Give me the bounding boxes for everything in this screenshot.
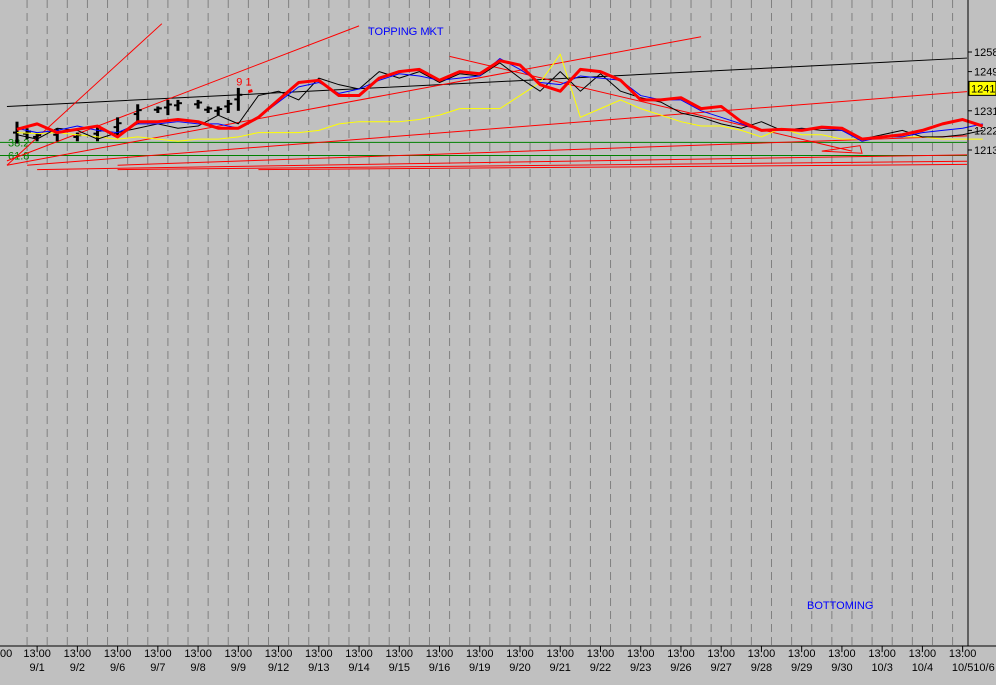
x-tick-date-label: 9/20: [509, 662, 530, 674]
x-tick-date-label: 9/7: [150, 662, 165, 674]
x-tick-time-label: 13:00: [587, 648, 615, 660]
x-tick-date-label: 9/13: [308, 662, 329, 674]
x-tick-date-label: 10/6: [973, 662, 994, 674]
x-tick-time-label: 13:00: [184, 648, 212, 660]
arrowhead-marker: [821, 145, 863, 154]
black-series-line: [16, 62, 983, 140]
red-series-line: [16, 59, 984, 141]
x-tick-date-label: 9/27: [710, 662, 731, 674]
red-trend-line: [117, 135, 968, 166]
x-tick-time-label: 13:00: [23, 648, 51, 660]
x-tick-time-label: 13:00: [426, 648, 454, 660]
y-tick-label: 1231: [974, 106, 996, 118]
x-tick-time-label: 13:00: [909, 648, 937, 660]
x-tick-time-label: 13:00: [748, 648, 776, 660]
x-tick-date-label: 9/1: [29, 662, 44, 674]
red-trend-line: [258, 163, 968, 171]
current-price-label: 1241: [971, 83, 995, 95]
current-price-badge: [968, 80, 996, 96]
x-tick-time-label: 13:00: [104, 648, 132, 660]
x-tick-time-label: 13:00: [707, 648, 735, 660]
x-tick-time-label: 13:00: [667, 648, 695, 660]
x-tick-date-label: 9/9: [231, 662, 246, 674]
red-trend-line: [6, 23, 163, 166]
red-trend-line: [117, 160, 968, 171]
x-tick-time-label: 13:00: [627, 648, 655, 660]
y-tick-label: 1213: [974, 145, 996, 157]
left-partial-label: 00: [0, 648, 12, 660]
red-trend-line: [449, 55, 853, 152]
x-tick-time-label: 13:00: [868, 648, 896, 660]
x-tick-time-label: 13:00: [506, 648, 534, 660]
x-tick-date-label: 9/26: [670, 662, 691, 674]
x-tick-time-label: 13:00: [305, 648, 333, 660]
x-tick-date-label: 9/19: [469, 662, 490, 674]
x-tick-time-label: 13:00: [546, 648, 574, 660]
yellow-series-line: [16, 53, 983, 142]
x-tick-time-label: 13:00: [828, 648, 856, 660]
x-tick-date-label: 9/29: [791, 662, 812, 674]
price-bars: 9 1: [13, 76, 253, 144]
x-tick-time-label: 13:00: [225, 648, 253, 660]
annotations: TOPPING MKT BOTTOMING: [368, 26, 873, 612]
x-tick-date-label: 9/23: [630, 662, 651, 674]
x-tick-time-label: 13:00: [144, 648, 172, 660]
x-tick-date-label: 9/21: [550, 662, 571, 674]
x-tick-date-label: 9/12: [268, 662, 289, 674]
x-tick-date-label: 9/2: [70, 662, 85, 674]
trend-lines: [6, 23, 968, 171]
y-tick-label: 1249: [974, 67, 996, 79]
fibonacci-levels: 38.261.8: [0, 137, 967, 162]
last-tick-marker: [247, 89, 253, 94]
y-tick-label: 1222: [974, 125, 996, 137]
x-tick-time-label: 13:00: [949, 648, 977, 660]
annotation-bottoming: BOTTOMING: [807, 600, 873, 612]
x-tick-date-label: 10/4: [912, 662, 933, 674]
x-tick-date-label: 9/15: [389, 662, 410, 674]
x-tick-date-label: 9/22: [590, 662, 611, 674]
fib-level-label: 38.2: [8, 137, 29, 149]
x-tick-time-label: 13:00: [466, 648, 494, 660]
x-tick-date-label: 9/14: [348, 662, 369, 674]
x-tick-time-label: 13:00: [788, 648, 816, 660]
x-tick-time-label: 13:00: [386, 648, 414, 660]
red-trend-line: [6, 36, 702, 166]
x-tick-date-label: 10/5: [952, 662, 973, 674]
indicator-series: [16, 53, 984, 142]
x-tick-time-label: 13:00: [265, 648, 293, 660]
x-tick-date-label: 9/6: [110, 662, 125, 674]
y-tick-label: 1258: [974, 47, 996, 59]
x-tick-date-label: 10/3: [871, 662, 892, 674]
x-tick-date-label: 9/28: [751, 662, 772, 674]
x-tick-time-label: 13:00: [64, 648, 92, 660]
red-trend-line: [27, 91, 968, 166]
black-trend-line: [6, 57, 968, 107]
x-tick-date-label: 9/8: [190, 662, 205, 674]
bar-annotation: 9 1: [236, 76, 251, 88]
red-trend-line: [37, 154, 968, 171]
x-tick-date-label: 9/16: [429, 662, 450, 674]
red-trend-line: [6, 25, 360, 162]
x-tick-date-label: 9/30: [831, 662, 852, 674]
annotation-topping-mkt: TOPPING MKT: [368, 26, 444, 38]
x-tick-time-label: 13:00: [345, 648, 373, 660]
